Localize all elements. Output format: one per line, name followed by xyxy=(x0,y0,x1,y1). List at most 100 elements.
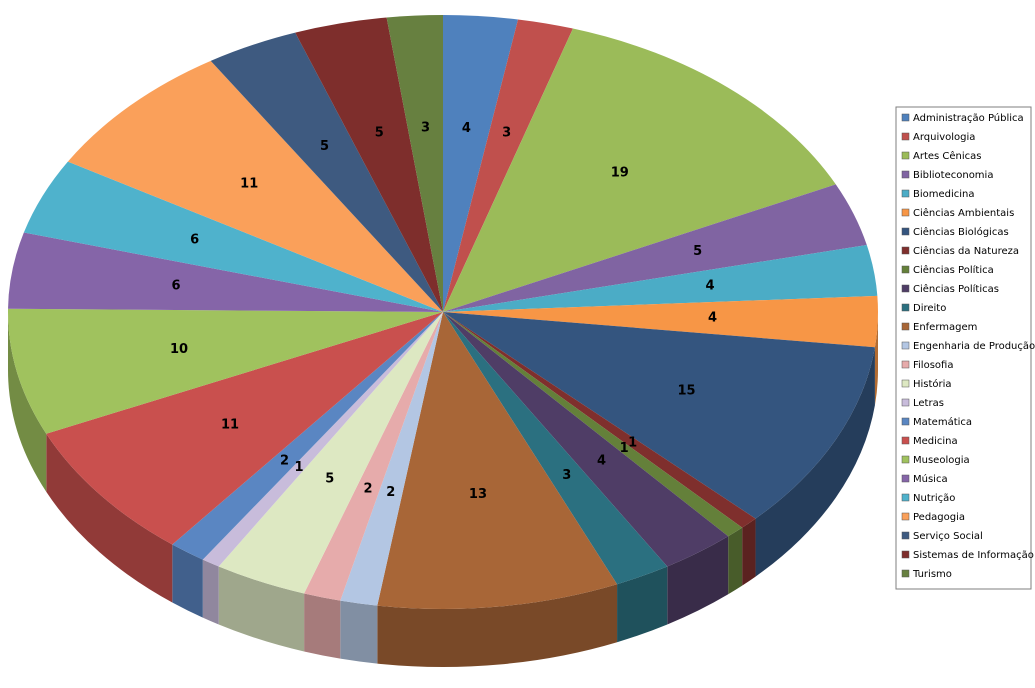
slice-side xyxy=(742,518,756,586)
legend-swatch xyxy=(901,398,910,407)
slice-side xyxy=(304,593,341,659)
legend-label: Ciências Biológicas xyxy=(913,226,1009,238)
slice xyxy=(443,312,743,537)
slice-side xyxy=(874,312,878,406)
slice-side xyxy=(46,433,173,603)
legend-swatch xyxy=(901,284,910,293)
data-label: 11 xyxy=(221,418,239,433)
slice xyxy=(23,161,444,312)
data-label: 5 xyxy=(325,472,334,487)
legend-label: Pedagogia xyxy=(913,512,965,523)
legend-label: Música xyxy=(913,473,948,485)
pie-tops xyxy=(7,15,878,609)
legend-label: Serviço Social xyxy=(913,531,983,542)
data-label: 1 xyxy=(294,460,303,475)
data-label: 3 xyxy=(421,121,430,136)
slice xyxy=(210,32,443,312)
data-label: 4 xyxy=(462,121,471,136)
slice xyxy=(443,245,878,312)
legend-label: Turismo xyxy=(912,569,952,580)
slice-side xyxy=(172,544,203,618)
legend-label: Administração Pública xyxy=(913,112,1024,124)
slice-side xyxy=(202,559,219,625)
slice xyxy=(443,312,875,519)
legend-swatch xyxy=(901,170,910,179)
slice xyxy=(386,15,443,312)
legend-label: Museologia xyxy=(913,455,970,466)
legend-label: Engenharia de Produção xyxy=(913,341,1035,352)
data-label: 1 xyxy=(620,441,629,456)
data-label: 4 xyxy=(706,279,715,294)
data-label: 3 xyxy=(562,468,571,483)
slice xyxy=(443,312,729,567)
slice xyxy=(8,232,444,312)
slice xyxy=(46,312,444,545)
data-label: 11 xyxy=(240,176,258,191)
legend-swatch xyxy=(901,417,910,426)
slice-side xyxy=(728,527,743,595)
slice xyxy=(304,312,443,601)
legend-label: Ciências Políticas xyxy=(913,283,999,295)
legend-label: Letras xyxy=(913,398,944,409)
data-label: 4 xyxy=(708,310,717,325)
legend-label: Medicina xyxy=(913,436,958,447)
data-label: 2 xyxy=(364,481,373,496)
legend-label: História xyxy=(913,378,952,390)
pie-sides xyxy=(8,312,878,667)
slice-side xyxy=(755,347,875,577)
slice-side xyxy=(340,600,378,664)
data-label: 13 xyxy=(469,487,487,502)
legend-label: Sistemas de Informação xyxy=(913,550,1034,561)
legend-swatch xyxy=(901,113,910,122)
slice xyxy=(377,312,618,609)
legend-swatch xyxy=(901,265,910,274)
data-label: 1 xyxy=(628,435,637,450)
slice-side xyxy=(377,584,618,667)
legend-swatch xyxy=(901,455,910,464)
legend-swatch xyxy=(901,227,910,236)
legend-swatch xyxy=(901,512,910,521)
slice-side xyxy=(617,566,668,643)
slice xyxy=(443,312,756,528)
legend-label: Biomedicina xyxy=(913,189,975,200)
slice xyxy=(443,15,519,312)
legend-swatch xyxy=(901,132,910,141)
slice xyxy=(443,312,668,585)
legend-swatch xyxy=(901,569,910,578)
data-label: 5 xyxy=(375,126,384,141)
slice xyxy=(443,295,878,348)
legend-label: Ciências Política xyxy=(913,264,994,276)
legend-label: Artes Cênicas xyxy=(913,150,982,162)
slice xyxy=(340,312,443,606)
data-label: 2 xyxy=(386,485,395,500)
legend-label: Direito xyxy=(913,303,946,314)
slice xyxy=(218,312,443,594)
slice-side xyxy=(667,536,729,625)
slice xyxy=(172,312,443,560)
legend-swatch xyxy=(901,189,910,198)
legend-swatch xyxy=(901,531,910,540)
legend-swatch xyxy=(901,493,910,502)
legend-swatch xyxy=(901,303,910,312)
legend-swatch xyxy=(901,360,910,369)
slice xyxy=(443,184,867,312)
slice xyxy=(443,19,573,313)
legend-swatch xyxy=(901,474,910,483)
legend-box xyxy=(895,106,1032,590)
legend-swatch xyxy=(901,151,910,160)
data-label: 15 xyxy=(677,384,695,399)
legend-label: Arquivologia xyxy=(913,132,975,143)
legend-swatch xyxy=(901,379,910,388)
data-label: 10 xyxy=(170,342,188,357)
slice xyxy=(202,312,443,567)
data-label: 6 xyxy=(171,279,180,294)
slice xyxy=(295,17,443,312)
data-label: 5 xyxy=(693,244,702,259)
legend-swatch xyxy=(901,436,910,445)
data-label: 3 xyxy=(502,126,511,141)
legend-label: Enfermagem xyxy=(913,322,977,333)
slice xyxy=(443,28,836,313)
data-label: 4 xyxy=(597,453,606,468)
